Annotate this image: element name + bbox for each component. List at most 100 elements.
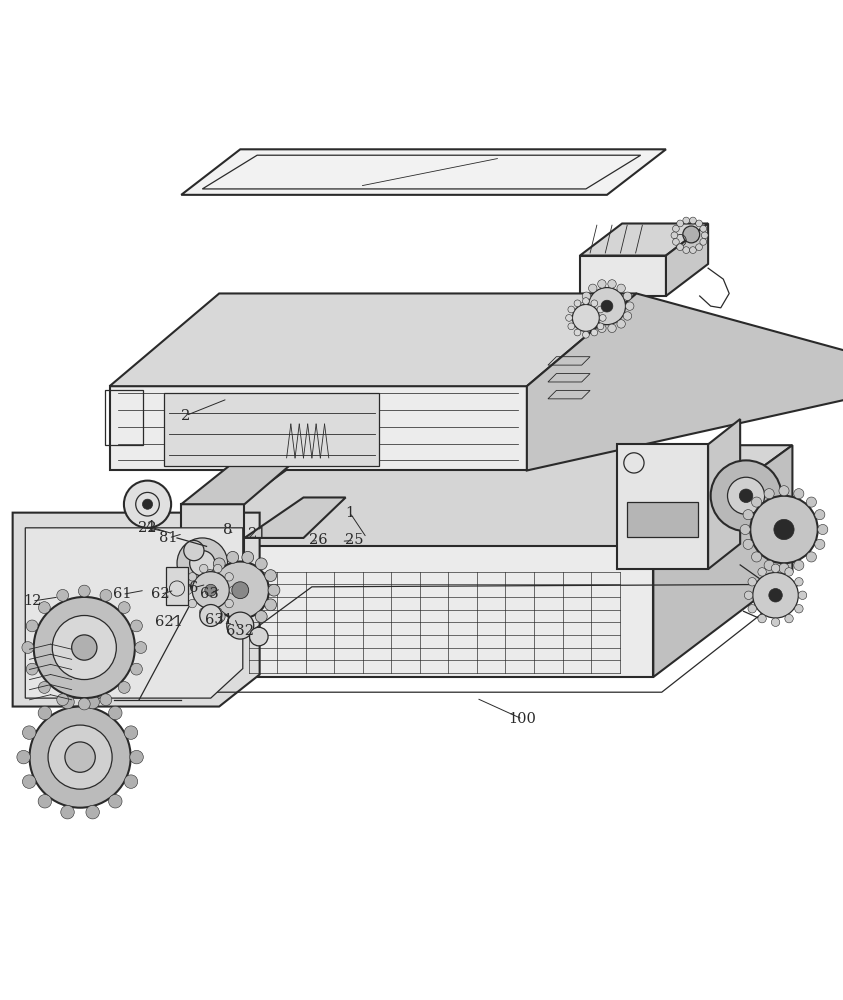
Circle shape: [39, 602, 51, 613]
Circle shape: [201, 584, 212, 596]
Circle shape: [227, 612, 254, 639]
Circle shape: [814, 539, 824, 549]
Circle shape: [597, 306, 604, 313]
Polygon shape: [527, 293, 843, 470]
Circle shape: [184, 586, 192, 594]
Circle shape: [225, 573, 234, 581]
Circle shape: [758, 614, 766, 623]
Circle shape: [583, 312, 591, 320]
Circle shape: [690, 247, 696, 253]
Circle shape: [200, 564, 208, 573]
Circle shape: [785, 614, 793, 623]
Circle shape: [212, 562, 269, 619]
Circle shape: [61, 805, 74, 819]
Polygon shape: [627, 502, 698, 537]
Circle shape: [184, 540, 204, 561]
Polygon shape: [653, 445, 792, 677]
Circle shape: [78, 698, 90, 710]
Circle shape: [30, 707, 131, 808]
Circle shape: [574, 329, 581, 336]
Circle shape: [242, 551, 254, 563]
Circle shape: [807, 497, 817, 507]
Circle shape: [591, 300, 598, 307]
Polygon shape: [580, 223, 708, 256]
Text: 61: 61: [113, 587, 132, 601]
Circle shape: [583, 331, 589, 338]
Circle shape: [265, 570, 277, 581]
Circle shape: [751, 552, 761, 562]
Polygon shape: [181, 454, 303, 504]
Circle shape: [225, 599, 234, 608]
Text: 621: 621: [155, 615, 182, 629]
Circle shape: [794, 560, 804, 570]
Circle shape: [56, 589, 68, 601]
Text: 81: 81: [159, 531, 178, 545]
Circle shape: [750, 496, 818, 563]
Text: 100: 100: [508, 712, 537, 726]
Circle shape: [265, 599, 277, 611]
Polygon shape: [181, 445, 792, 546]
Circle shape: [130, 750, 143, 764]
Polygon shape: [110, 293, 636, 386]
Circle shape: [617, 284, 626, 293]
Circle shape: [751, 497, 761, 507]
Circle shape: [268, 584, 280, 596]
Circle shape: [807, 552, 817, 562]
Text: 12: 12: [23, 594, 41, 608]
Circle shape: [109, 706, 122, 720]
Circle shape: [118, 602, 130, 613]
Circle shape: [748, 578, 756, 586]
Circle shape: [22, 642, 34, 653]
Circle shape: [769, 589, 782, 602]
Circle shape: [34, 597, 135, 698]
Circle shape: [213, 608, 222, 616]
Circle shape: [205, 584, 217, 596]
Circle shape: [200, 608, 208, 616]
Circle shape: [38, 795, 51, 808]
Circle shape: [771, 618, 780, 626]
Circle shape: [100, 694, 112, 706]
Polygon shape: [580, 256, 666, 296]
Circle shape: [135, 642, 147, 653]
Circle shape: [683, 217, 690, 224]
Circle shape: [739, 489, 753, 503]
Polygon shape: [181, 504, 244, 555]
Polygon shape: [166, 567, 188, 605]
Circle shape: [690, 217, 696, 224]
Circle shape: [623, 312, 631, 320]
Circle shape: [779, 563, 789, 573]
Circle shape: [255, 611, 267, 622]
Circle shape: [86, 695, 99, 709]
Circle shape: [204, 570, 216, 581]
Circle shape: [599, 315, 606, 321]
Circle shape: [39, 682, 51, 693]
Polygon shape: [244, 497, 346, 538]
Circle shape: [673, 225, 679, 232]
Circle shape: [52, 615, 116, 680]
Circle shape: [48, 725, 112, 789]
Circle shape: [232, 582, 249, 599]
Text: 632: 632: [226, 624, 255, 638]
Circle shape: [591, 329, 598, 336]
Polygon shape: [666, 223, 708, 296]
Circle shape: [774, 519, 794, 540]
Circle shape: [192, 572, 229, 609]
Polygon shape: [181, 546, 653, 677]
Circle shape: [213, 558, 225, 570]
Circle shape: [124, 726, 137, 739]
Circle shape: [142, 499, 153, 509]
Circle shape: [677, 220, 684, 227]
Circle shape: [38, 706, 51, 720]
Text: 631: 631: [205, 613, 234, 627]
Circle shape: [227, 551, 239, 563]
Circle shape: [200, 605, 222, 626]
Circle shape: [17, 750, 30, 764]
Circle shape: [61, 695, 74, 709]
Circle shape: [229, 586, 238, 594]
Circle shape: [753, 572, 798, 618]
Circle shape: [700, 239, 706, 245]
Circle shape: [250, 627, 268, 646]
Circle shape: [23, 775, 36, 788]
Circle shape: [56, 694, 68, 706]
Circle shape: [764, 560, 774, 570]
